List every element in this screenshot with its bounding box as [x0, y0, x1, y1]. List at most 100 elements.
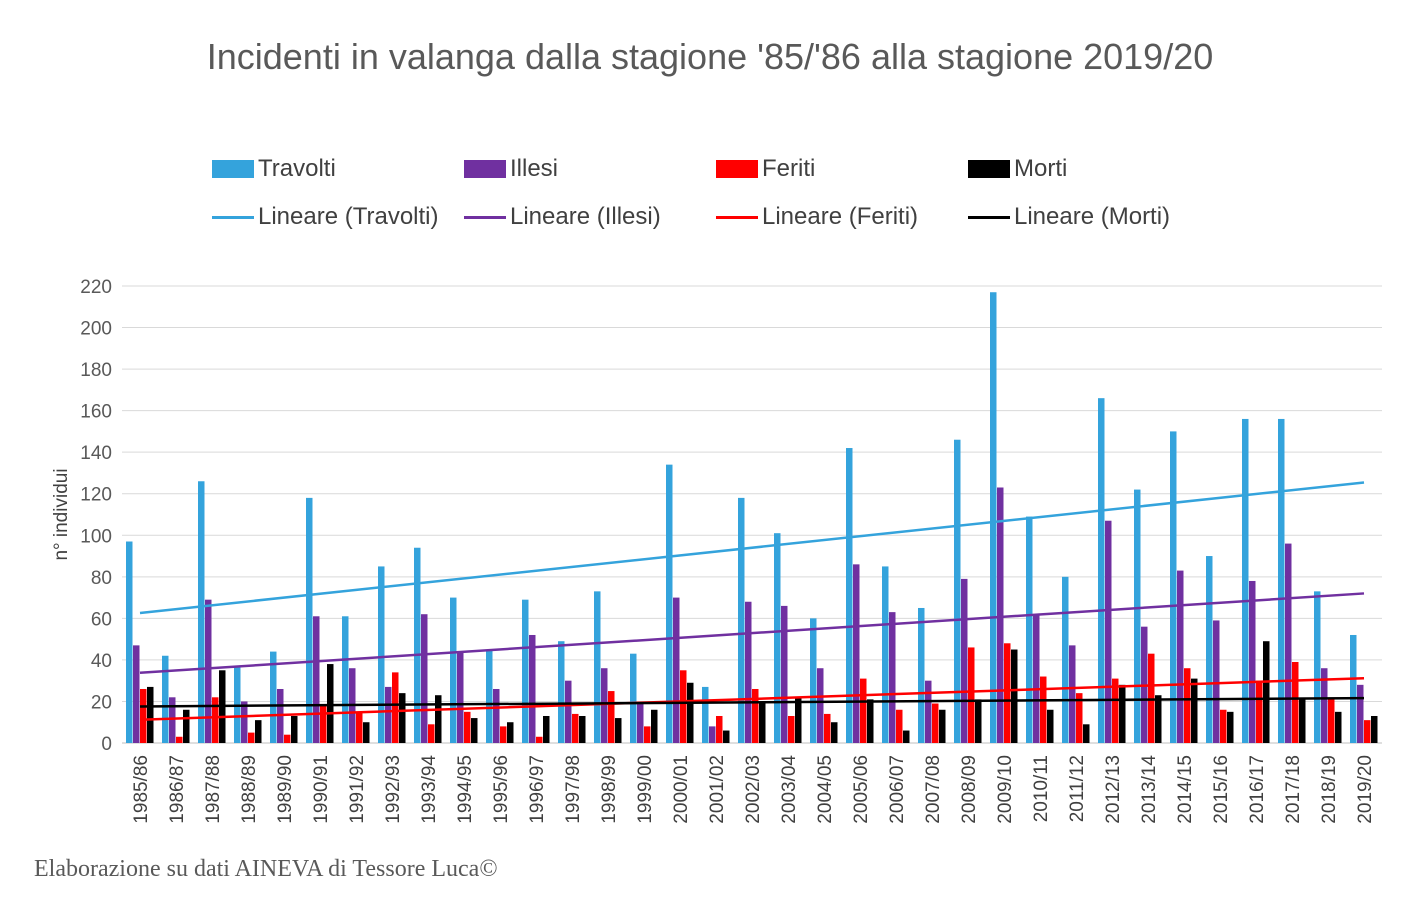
- y-tick-label: 200: [80, 319, 112, 340]
- bar-travolti: [594, 591, 601, 743]
- x-tick-label: 1998/99: [599, 755, 620, 824]
- bar-morti: [1011, 649, 1018, 743]
- bar-illesi: [745, 601, 752, 743]
- x-tick-label: 1997/98: [563, 755, 584, 824]
- bar-feriti: [428, 724, 435, 743]
- bar-morti: [363, 722, 370, 743]
- bar-morti: [975, 699, 982, 743]
- x-tick-label: 2000/01: [671, 755, 692, 824]
- bar-illesi: [529, 634, 536, 743]
- bar-illesi: [1105, 520, 1112, 743]
- x-tick-label: 2002/03: [743, 755, 764, 824]
- legend-line-lin-travolti: [212, 215, 254, 219]
- legend-item-morti: Morti: [968, 155, 1067, 183]
- y-tick-label: 20: [91, 692, 112, 713]
- trendline-lineare-feriti: [139, 676, 1365, 721]
- x-tick-label: 2013/14: [1139, 755, 1160, 824]
- bar-feriti: [680, 670, 687, 743]
- bar-feriti: [176, 736, 183, 743]
- y-tick-label: 160: [80, 402, 112, 423]
- bar-morti: [687, 682, 694, 743]
- bar-illesi: [997, 487, 1004, 743]
- x-tick-label: 2018/19: [1319, 755, 1340, 824]
- bar-morti: [291, 715, 298, 743]
- bar-travolti: [1278, 418, 1285, 743]
- legend-item-lin-illesi: Lineare (Illesi): [464, 203, 661, 231]
- bar-travolti: [162, 655, 169, 743]
- bar-morti: [795, 697, 802, 743]
- bar-illesi: [1321, 668, 1328, 743]
- bar-morti: [1335, 711, 1342, 743]
- bar-illesi: [1177, 570, 1184, 743]
- bar-illesi: [169, 697, 176, 743]
- bar-feriti: [1004, 643, 1011, 743]
- bar-illesi: [1357, 684, 1364, 743]
- bar-travolti: [342, 616, 349, 743]
- y-axis-label: n° individui: [51, 468, 72, 560]
- bar-morti: [327, 664, 334, 743]
- bar-feriti: [248, 732, 255, 743]
- bar-travolti: [702, 686, 709, 743]
- x-tick-label: 2015/16: [1211, 755, 1232, 824]
- legend-line-lin-illesi: [464, 215, 506, 219]
- bar-morti: [1155, 695, 1162, 743]
- x-tick-label: 2012/13: [1103, 755, 1124, 824]
- legend-label-lin-travolti: Lineare (Travolti): [258, 203, 439, 230]
- y-tick-label: 100: [80, 526, 112, 547]
- bar-morti: [1083, 724, 1090, 743]
- x-tick-label: 2005/06: [851, 755, 872, 824]
- bar-feriti: [356, 711, 363, 743]
- y-tick-label: 60: [91, 609, 112, 630]
- x-tick-label: 1993/94: [419, 755, 440, 824]
- x-tick-label: 2004/05: [815, 755, 836, 824]
- bar-feriti: [896, 709, 903, 743]
- bar-illesi: [241, 701, 248, 743]
- bar-feriti: [716, 715, 723, 743]
- bar-feriti: [644, 726, 651, 743]
- y-tick-label: 40: [91, 651, 112, 672]
- y-tick-label: 220: [80, 277, 112, 298]
- bar-travolti: [1098, 398, 1105, 743]
- legend-item-feriti: Feriti: [716, 155, 815, 183]
- bar-illesi: [313, 616, 320, 743]
- legend-label-travolti: Travolti: [258, 155, 336, 182]
- bar-travolti: [1026, 516, 1033, 743]
- x-tick-label: 2007/08: [923, 755, 944, 824]
- x-tick-label: 1985/86: [131, 755, 152, 824]
- bar-feriti: [284, 734, 291, 743]
- bar-travolti: [522, 599, 529, 743]
- bar-illesi: [637, 703, 644, 743]
- bar-feriti: [1328, 699, 1335, 743]
- bar-feriti: [752, 688, 759, 743]
- bar-feriti: [788, 715, 795, 743]
- x-tick-label: 1989/90: [275, 755, 296, 824]
- bar-illesi: [385, 686, 392, 743]
- bar-feriti: [1112, 678, 1119, 743]
- y-tick-label: 0: [101, 734, 112, 755]
- bar-travolti: [450, 597, 457, 743]
- bar-illesi: [457, 651, 464, 743]
- bar-feriti: [1292, 661, 1299, 743]
- bar-morti: [939, 709, 946, 743]
- legend-swatch-travolti: [212, 160, 254, 178]
- bar-illesi: [1285, 543, 1292, 743]
- bar-travolti: [558, 641, 565, 743]
- bar-travolti: [306, 497, 313, 743]
- bar-morti: [399, 693, 406, 743]
- bar-morti: [1263, 641, 1270, 743]
- bar-travolti: [990, 292, 997, 743]
- legend-label-illesi: Illesi: [510, 155, 559, 182]
- bar-feriti: [1256, 680, 1263, 743]
- bar-feriti: [464, 711, 471, 743]
- bar-illesi: [1033, 614, 1040, 743]
- bar-morti: [831, 722, 838, 743]
- bar-feriti: [500, 726, 507, 743]
- bar-feriti: [536, 736, 543, 743]
- legend-item-lin-travolti: Lineare (Travolti): [212, 203, 439, 231]
- bar-morti: [1227, 711, 1234, 743]
- bar-morti: [435, 695, 442, 743]
- bar-feriti: [860, 678, 867, 743]
- trendline-lineare-travolti: [139, 481, 1365, 615]
- bar-morti: [471, 718, 478, 743]
- y-tick-label: 120: [80, 485, 112, 506]
